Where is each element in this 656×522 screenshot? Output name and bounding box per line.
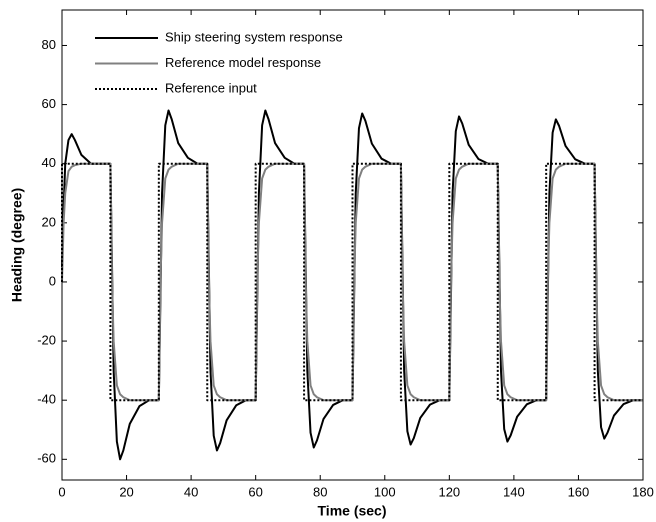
x-tick-label: 20 xyxy=(119,484,133,499)
line-series xyxy=(61,162,643,402)
y-tick-label: 0 xyxy=(49,273,56,288)
y-axis-label: Heading (degree) xyxy=(9,188,25,302)
x-axis-label: Time (sec) xyxy=(318,503,387,519)
x-tick-label: 0 xyxy=(58,484,65,499)
x-tick-label: 160 xyxy=(568,484,590,499)
legend-label: Ship steering system response xyxy=(165,29,343,44)
x-tick-label: 120 xyxy=(438,484,460,499)
y-tick-label: 60 xyxy=(42,96,56,111)
x-tick-label: 180 xyxy=(632,484,654,499)
x-tick-label: 40 xyxy=(184,484,198,499)
legend-label: Reference input xyxy=(165,80,257,95)
plot-frame xyxy=(61,9,644,481)
x-tick-label: 100 xyxy=(374,484,396,499)
y-tick-label: 20 xyxy=(42,214,56,229)
x-tick-label: 60 xyxy=(248,484,262,499)
x-tick-label: 80 xyxy=(313,484,327,499)
y-tick-label: -60 xyxy=(37,451,56,466)
y-tick-label: 40 xyxy=(42,155,56,170)
legend-label: Reference model response xyxy=(165,55,321,70)
y-tick-label: 80 xyxy=(42,37,56,52)
y-tick-label: -40 xyxy=(37,392,56,407)
x-tick-label: 140 xyxy=(503,484,525,499)
y-tick-label: -20 xyxy=(37,333,56,348)
